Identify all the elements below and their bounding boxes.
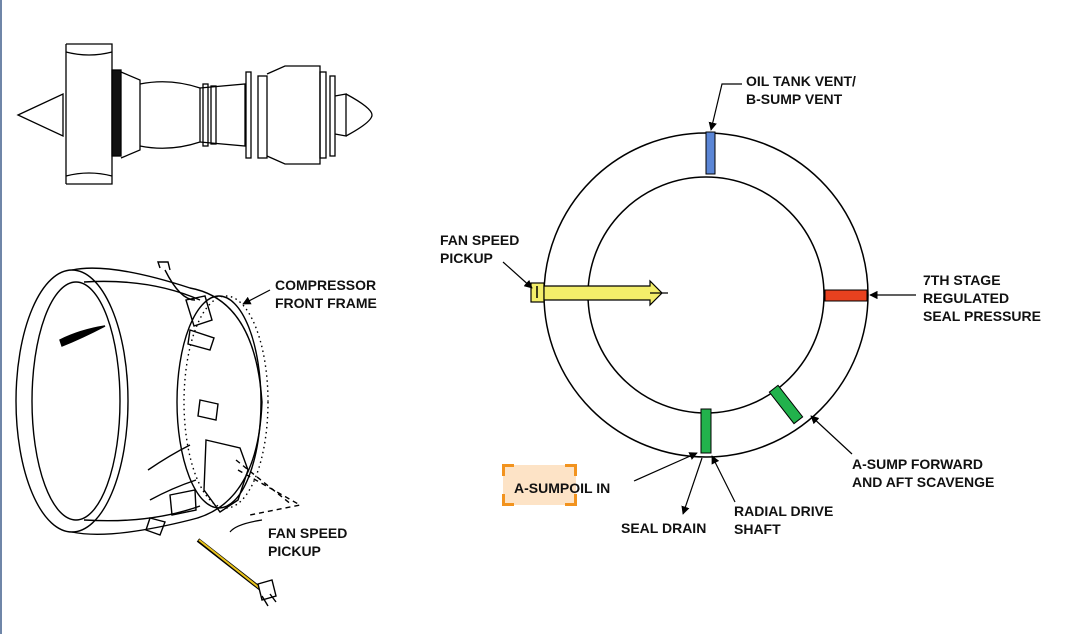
seal-drain-label: SEAL DRAIN: [621, 520, 707, 536]
seal-pressure-port: [824, 289, 868, 302]
sump-ring-diagram: [530, 131, 869, 458]
compressor-leader-line: [242, 289, 271, 305]
left-edge-line: [0, 0, 2, 634]
fan-speed-probe: [530, 279, 668, 307]
fan-speed-leader-right: [502, 261, 533, 289]
radial-drive-shaft-label: RADIAL DRIVE SHAFT: [734, 503, 834, 537]
seventh-stage-label: 7TH STAGE REGULATED SEAL PRESSURE: [923, 272, 1041, 324]
radial-drive-leader: [711, 455, 736, 503]
oil-in-text: OIL IN: [569, 480, 611, 496]
fan-speed-pickup-label-left: FAN SPEED PICKUP: [268, 525, 348, 559]
vent-port: [705, 131, 716, 175]
scavenge-leader: [810, 415, 853, 455]
fan-speed-pickup-label-right: FAN SPEED PICKUP: [440, 232, 520, 266]
a-sump-forward-scavenge-label: A-SUMP FORWARD AND AFT SCAVENGE: [852, 456, 995, 490]
compressor-front-frame-label: COMPRESSOR FRONT FRAME: [275, 277, 377, 311]
compressor-front-frame-icon: [15, 261, 302, 607]
oil-tank-vent-label: OIL TANK VENT/ B-SUMP VENT: [746, 73, 856, 107]
seal-drain-leader: [681, 457, 703, 515]
engine-profile-icon: [16, 43, 373, 185]
vent-leader: [708, 83, 742, 131]
scavenge-port: [768, 384, 804, 425]
a-sump-highlight-box: [502, 464, 577, 506]
a-sump-oil-in-label: A-SUMPOIL IN: [514, 479, 610, 497]
fan-pickup-leader-left: [229, 519, 263, 533]
drain-port: [700, 408, 712, 454]
a-sump-highlighted-text: A-SUMP: [514, 480, 570, 496]
oil-in-leader: [633, 452, 698, 482]
